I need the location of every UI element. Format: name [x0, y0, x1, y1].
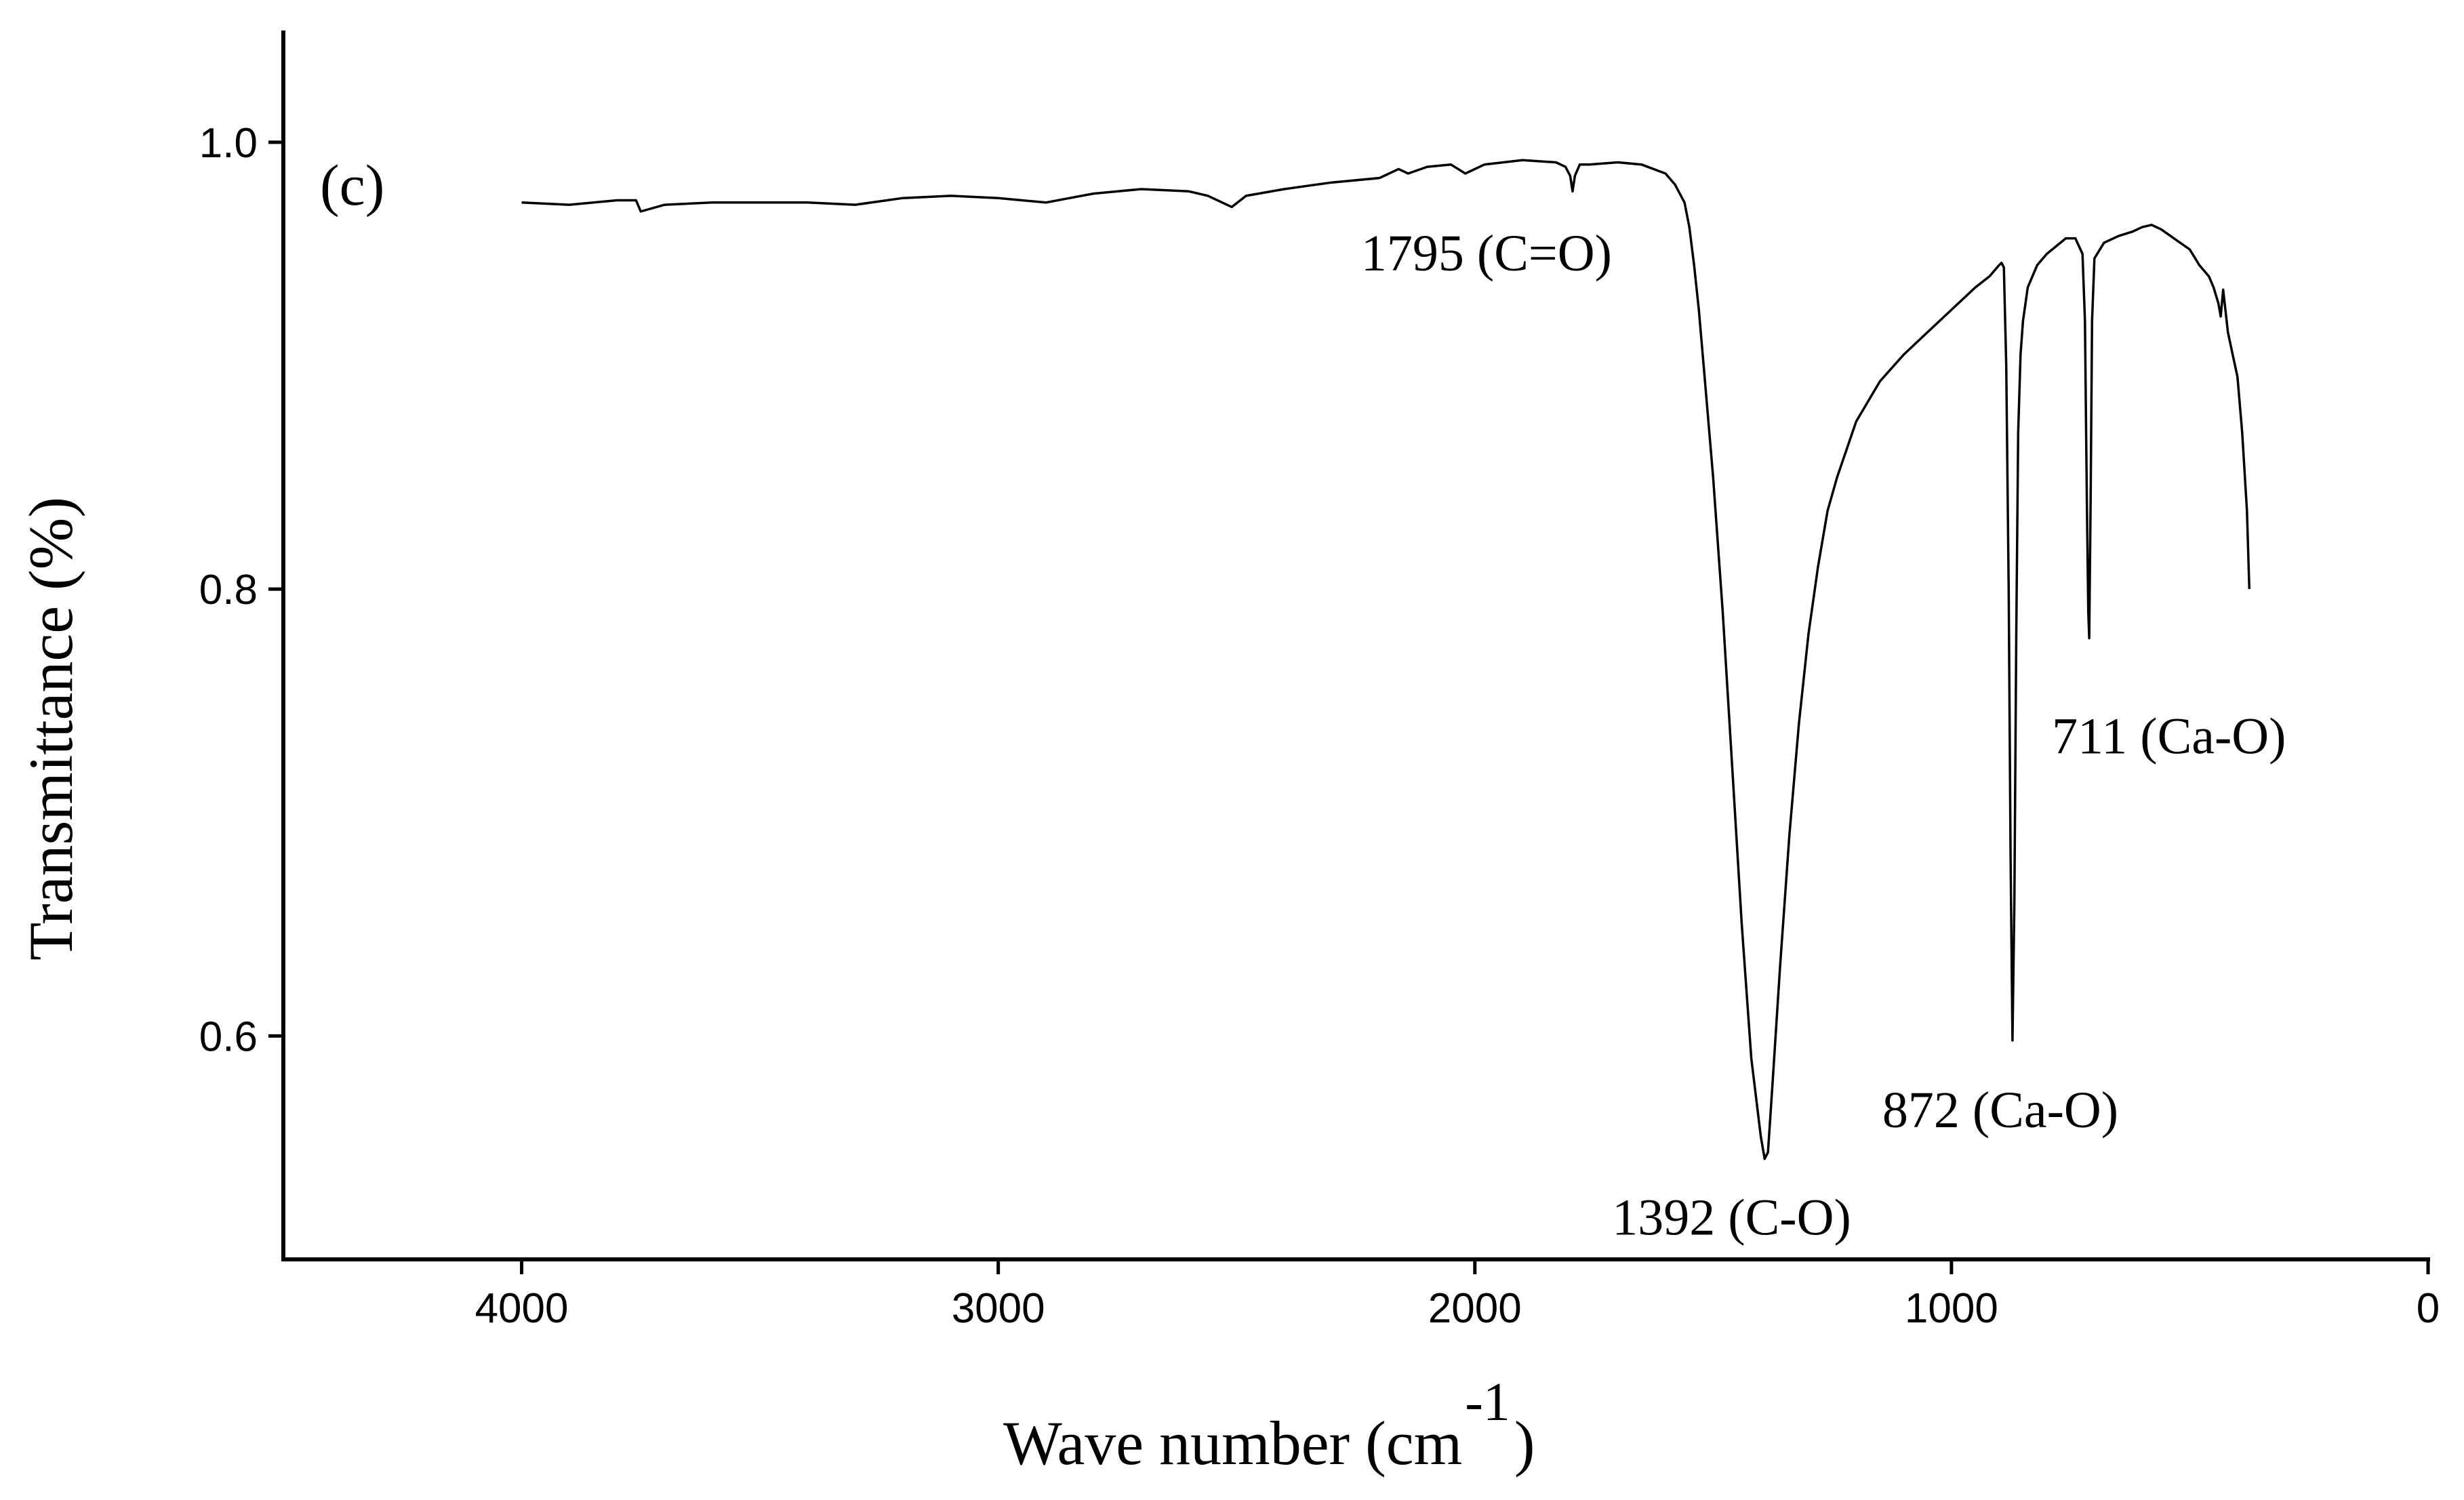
x-axis-title: Wave number (cm -1 ): [1003, 1373, 1535, 1478]
peak-annotation-label: 1795 (C=O): [1361, 225, 1612, 282]
x-tick-label: 1000: [1905, 1285, 1998, 1332]
x-tick-label: 0: [2417, 1285, 2440, 1332]
peak-annotation-label: 872 (Ca-O): [1882, 1082, 2118, 1139]
x-tick-label: 3000: [952, 1285, 1045, 1332]
chart-axes: [281, 31, 2430, 1261]
panel-label: (c): [320, 153, 384, 218]
peak-annotation-label: 1392 (C-O): [1612, 1190, 1851, 1246]
x-axis-ticks: 4000 3000 2000 1000 0: [475, 1259, 2440, 1332]
plot-area: [521, 159, 2251, 1160]
peak-annotation-label: 711 (Ca-O): [2052, 708, 2286, 765]
y-tick-label: 0.8: [199, 567, 258, 613]
y-axis-title: Transmittance (%): [16, 497, 85, 960]
x-tick-label: 4000: [475, 1285, 569, 1332]
peak-annotations: 1795 (C=O) 1392 (C-O) 872 (Ca-O) 711 (Ca-O): [1361, 225, 2286, 1246]
x-axis-title-superscript: -1: [1465, 1373, 1510, 1432]
x-axis-title-main: Wave number (cm: [1003, 1408, 1462, 1478]
x-tick-label: 2000: [1428, 1285, 1522, 1332]
y-axis-ticks: 1.0 0.8 0.6: [199, 120, 283, 1060]
y-tick-label: 1.0: [199, 120, 258, 167]
x-axis-title-close: ): [1514, 1408, 1535, 1478]
spectrum-line: [521, 159, 2251, 1160]
y-tick-label: 0.6: [199, 1013, 258, 1060]
